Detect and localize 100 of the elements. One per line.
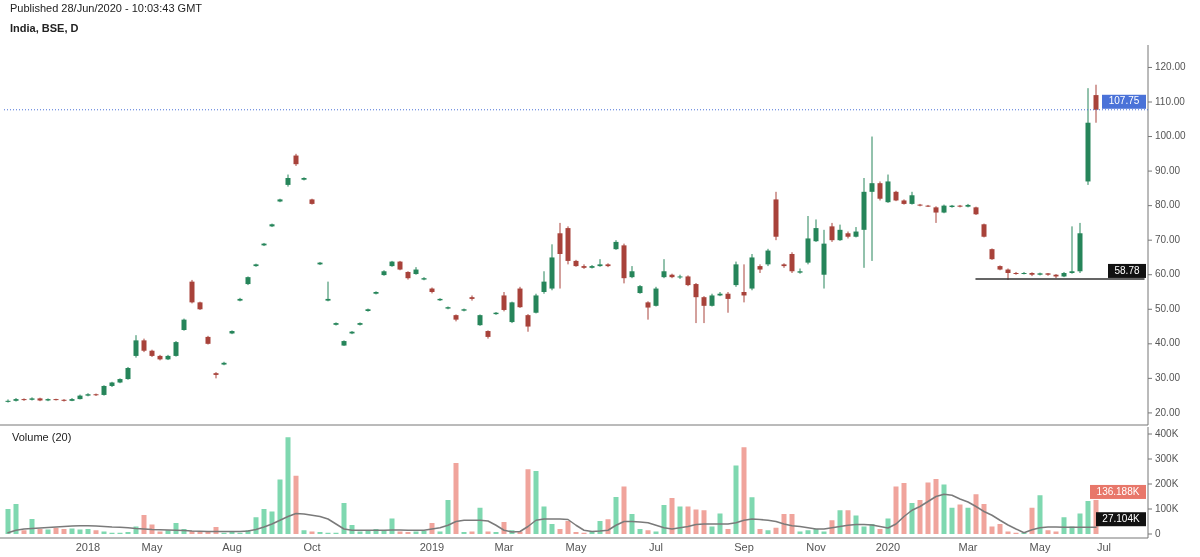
candlestick bbox=[789, 251, 795, 274]
candlestick bbox=[757, 263, 763, 274]
bar bbox=[85, 529, 91, 534]
bar bbox=[525, 469, 531, 534]
bar bbox=[541, 506, 547, 534]
y-tick-label: 70.00 bbox=[1155, 233, 1181, 245]
bar bbox=[37, 529, 43, 534]
candlestick bbox=[133, 334, 139, 359]
candlestick bbox=[189, 279, 195, 304]
chart-title: Volume (20) bbox=[12, 431, 72, 443]
bar bbox=[669, 498, 675, 534]
bar bbox=[773, 527, 779, 534]
candlestick bbox=[661, 258, 667, 279]
bar bbox=[365, 531, 371, 534]
candlestick bbox=[869, 136, 875, 262]
bar bbox=[277, 479, 283, 534]
y-tick-label: 120.00 bbox=[1155, 61, 1187, 73]
x-tick-label: Sep bbox=[734, 541, 754, 553]
bar bbox=[53, 527, 59, 534]
candlestick bbox=[1021, 271, 1027, 275]
bar bbox=[949, 507, 955, 534]
bar bbox=[21, 530, 27, 534]
bar bbox=[805, 530, 811, 534]
bar bbox=[1061, 517, 1067, 534]
bar bbox=[701, 510, 707, 534]
candlestick bbox=[581, 263, 587, 270]
bar bbox=[1045, 530, 1051, 534]
x-tick-label: Nov bbox=[806, 541, 827, 553]
bar bbox=[901, 483, 907, 534]
y-tick-label: 300K bbox=[1155, 452, 1179, 464]
candlestick bbox=[21, 397, 27, 402]
bar bbox=[741, 447, 747, 534]
bar bbox=[917, 500, 923, 534]
candlestick bbox=[1013, 271, 1019, 276]
bar bbox=[637, 529, 643, 534]
bar bbox=[93, 530, 99, 534]
x-tick-label: May bbox=[1029, 541, 1051, 553]
bar bbox=[989, 526, 995, 534]
y-tick-label: 20.00 bbox=[1155, 406, 1181, 418]
bar bbox=[1029, 507, 1035, 534]
bar bbox=[5, 509, 11, 534]
candlestick bbox=[733, 261, 739, 288]
candlestick bbox=[645, 300, 651, 321]
candlestick bbox=[517, 286, 523, 309]
line-series bbox=[7, 493, 1097, 534]
x-tick-label: 2018 bbox=[75, 541, 101, 553]
bar bbox=[621, 486, 627, 534]
bar bbox=[341, 503, 347, 534]
y-tick-label: 40.00 bbox=[1155, 337, 1181, 349]
candlestick bbox=[61, 398, 67, 403]
candlestick bbox=[605, 262, 611, 268]
bar bbox=[557, 529, 563, 534]
candlestick bbox=[1029, 271, 1035, 277]
bar bbox=[61, 529, 67, 534]
candlestick bbox=[629, 265, 635, 279]
candlestick bbox=[781, 262, 787, 269]
bar bbox=[789, 514, 795, 534]
bar bbox=[629, 514, 635, 534]
bar bbox=[693, 509, 699, 534]
candlestick bbox=[677, 274, 683, 280]
bar bbox=[421, 531, 427, 534]
bar bbox=[965, 507, 971, 534]
y-tick-label: 80.00 bbox=[1155, 199, 1181, 211]
candlestick bbox=[541, 270, 547, 295]
bar bbox=[1077, 513, 1083, 534]
bar bbox=[645, 530, 651, 534]
annotation: 136.188K bbox=[1096, 485, 1140, 497]
bar bbox=[261, 509, 267, 534]
bar bbox=[445, 500, 451, 534]
y-tick-label: 60.00 bbox=[1155, 268, 1181, 280]
x-tick-label: Jul bbox=[1096, 541, 1112, 553]
candlestick bbox=[853, 226, 859, 238]
bar bbox=[981, 504, 987, 534]
bar bbox=[861, 526, 867, 534]
bar bbox=[301, 530, 307, 534]
bar bbox=[725, 529, 731, 534]
y-tick-label: 100K bbox=[1155, 502, 1179, 514]
bar bbox=[973, 494, 979, 534]
candlestick bbox=[813, 218, 819, 243]
bar bbox=[853, 515, 859, 534]
bar bbox=[893, 486, 899, 534]
candlestick bbox=[725, 291, 731, 314]
candlestick bbox=[589, 264, 595, 270]
candlestick bbox=[13, 397, 19, 403]
annotation: 58.78 bbox=[1114, 264, 1140, 276]
bar bbox=[957, 504, 963, 534]
bar bbox=[941, 484, 947, 534]
ref-line-label: 107.75 bbox=[1108, 95, 1140, 107]
chart-title: India, BSE, D bbox=[10, 22, 79, 34]
candlestick bbox=[957, 204, 963, 208]
candlestick bbox=[917, 203, 923, 207]
candlestick bbox=[1093, 84, 1099, 124]
candlestick bbox=[213, 371, 219, 379]
bar bbox=[781, 514, 787, 534]
bar bbox=[453, 463, 459, 534]
bar bbox=[29, 519, 35, 534]
bar bbox=[733, 465, 739, 534]
bar bbox=[549, 524, 555, 534]
bar bbox=[13, 504, 19, 534]
bar bbox=[757, 529, 763, 534]
